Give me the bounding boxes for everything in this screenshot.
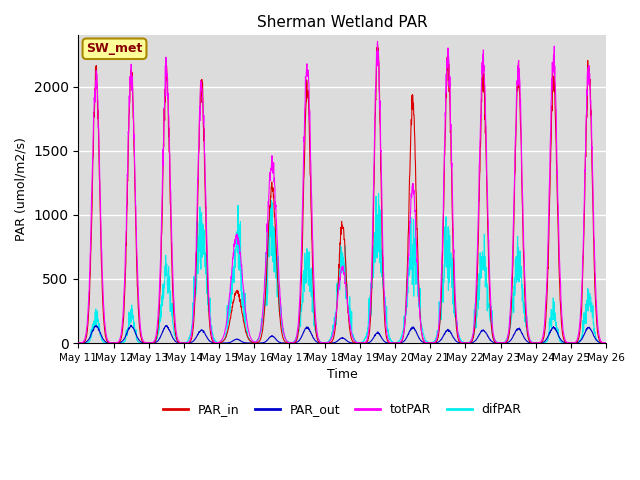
Legend: PAR_in, PAR_out, totPAR, difPAR: PAR_in, PAR_out, totPAR, difPAR xyxy=(158,398,527,421)
Title: Sherman Wetland PAR: Sherman Wetland PAR xyxy=(257,15,428,30)
Text: SW_met: SW_met xyxy=(86,42,143,55)
Y-axis label: PAR (umol/m2/s): PAR (umol/m2/s) xyxy=(15,137,28,241)
X-axis label: Time: Time xyxy=(327,368,358,381)
